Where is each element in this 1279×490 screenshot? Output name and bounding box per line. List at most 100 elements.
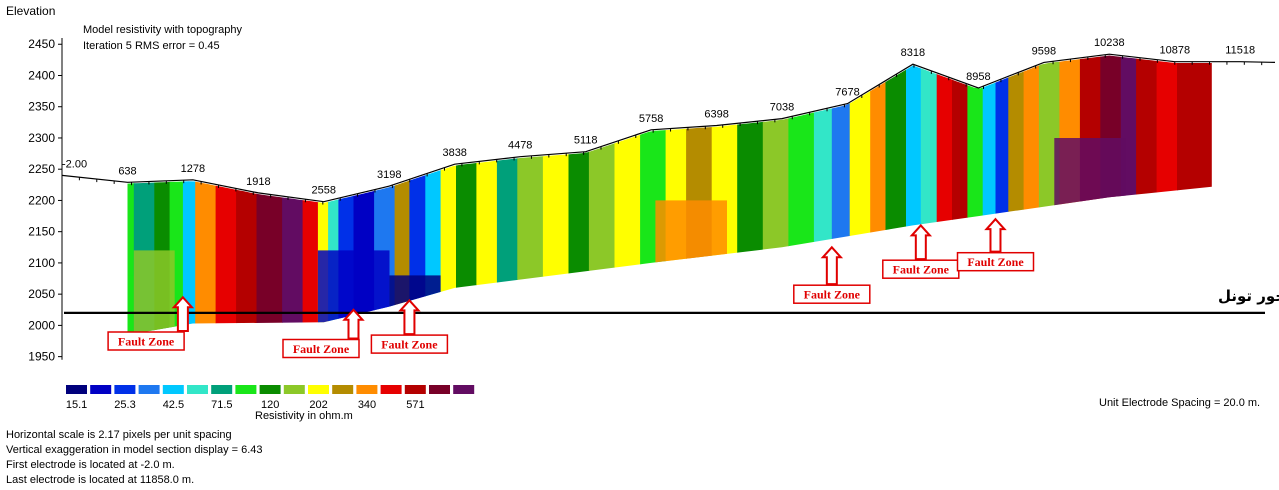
- x-top-label: 10238: [1094, 37, 1125, 49]
- section-deep-zone: [127, 275, 134, 335]
- x-top-label: 11518: [1225, 45, 1255, 57]
- section-band: [496, 55, 518, 335]
- legend-swatch: [259, 385, 281, 394]
- y-tick-label: 2050: [28, 287, 55, 301]
- tunnel-axis: محور تونل: [64, 287, 1279, 314]
- section-band: [1008, 55, 1025, 335]
- section-band: [542, 55, 570, 335]
- fault-zone-label: Fault Zone: [118, 335, 175, 349]
- legend-swatch: [114, 385, 136, 394]
- x-top-label: 3838: [442, 147, 466, 159]
- section-band: [282, 55, 304, 335]
- resistivity-model-section: [62, 38, 1212, 363]
- fault-zone-label: Fault Zone: [967, 255, 1024, 269]
- section-band: [476, 55, 498, 335]
- fault-zone-label: Fault Zone: [804, 288, 861, 302]
- section-band: [456, 55, 478, 335]
- legend-value-label: 42.5: [163, 399, 184, 411]
- legend-swatch: [187, 385, 208, 394]
- fault-zone-arrow: [398, 298, 421, 336]
- x-top-label: 5118: [574, 135, 598, 147]
- legend-value-label: 15.1: [66, 399, 87, 411]
- x-top-label: -2.00: [62, 158, 87, 170]
- fault-zone-box: [282, 338, 360, 359]
- x-top-labels: -2.00 638 1278 1918 2558 3198 3838 4478 5118 5758…: [62, 37, 1255, 197]
- legend-value-label: 25.3: [114, 399, 135, 411]
- x-top-label: 9598: [1032, 45, 1056, 57]
- section-band: [215, 55, 237, 335]
- fault-zone-annotations: Fault Zone Fault Zone Fault Zone Fault Zone…: [107, 217, 1035, 359]
- y-tick-label: 2350: [28, 100, 55, 114]
- fault-zone-label: Fault Zone: [893, 263, 950, 277]
- x-top-label: 4478: [508, 140, 532, 152]
- section-band: [374, 55, 396, 335]
- section-band: [982, 55, 997, 335]
- legend-swatch: [356, 385, 378, 394]
- x-top-label: 8318: [901, 47, 925, 59]
- section-band: [440, 55, 457, 335]
- x-top-label: 8958: [966, 71, 990, 83]
- legend-value-label: 71.5: [211, 399, 232, 411]
- section-band: [762, 55, 789, 335]
- legend-swatch: [235, 385, 257, 394]
- fault-zone-box: [107, 331, 185, 351]
- section-band: [62, 38, 88, 363]
- section-band: [995, 55, 1009, 335]
- legend-swatch: [66, 385, 87, 394]
- legend-swatch: [162, 385, 184, 394]
- fault-zone-box: [793, 284, 871, 304]
- legend-swatch: [404, 385, 426, 394]
- y-tick-label: 2150: [28, 225, 55, 239]
- y-axis-label: Elevation: [6, 4, 56, 18]
- footer-line: Vertical exaggeration in model section d…: [6, 444, 263, 456]
- fault-zone-arrow: [342, 308, 365, 340]
- fault-zone-arrow: [909, 223, 933, 261]
- x-top-label: 638: [118, 165, 136, 177]
- y-tick-label: 1950: [28, 350, 55, 364]
- section-band: [1177, 55, 1212, 335]
- legend-swatch: [332, 385, 354, 394]
- x-top-label: 2558: [312, 185, 336, 197]
- fault-zone-arrow: [984, 217, 1007, 253]
- unit-electrode-spacing: Unit Electrode Spacing = 20.0 m.: [1099, 397, 1261, 409]
- fault-zone-arrow: [171, 295, 195, 333]
- legend-value-label: 202: [309, 399, 327, 411]
- legend-swatch: [308, 385, 329, 394]
- legend-value-label: 120: [261, 399, 279, 411]
- topography-line: [61, 53, 1276, 203]
- footer-line: First electrode is located at -2.0 m.: [6, 459, 175, 471]
- y-tick-label: 2250: [28, 162, 55, 176]
- x-top-label: 1918: [246, 176, 270, 188]
- fault-zone-label: Fault Zone: [293, 342, 350, 356]
- y-axis: 2450 2400 2350 2300 2250 2200 2150 2100 2050 2000…: [28, 37, 63, 364]
- x-top-label: 5758: [639, 113, 663, 125]
- x-top-label: 6398: [704, 109, 728, 121]
- y-tick-label: 2000: [28, 318, 55, 332]
- section-band: [256, 55, 283, 335]
- legend-swatch: [138, 385, 160, 394]
- footer-info: Horizontal scale is 2.17 pixels per unit…: [6, 428, 263, 488]
- section-band: [870, 55, 887, 335]
- y-tick-label: 2300: [28, 131, 55, 145]
- legend-swatch: [283, 385, 305, 394]
- y-tick-label: 2450: [28, 37, 55, 51]
- section-band: [588, 55, 616, 335]
- color-scale-label: Resistivity in ohm.m: [255, 410, 353, 422]
- section-band: [1120, 55, 1137, 335]
- section-band: [936, 55, 953, 335]
- section-deep-zone: [133, 250, 175, 335]
- section-band: [614, 55, 641, 335]
- section-band: [952, 55, 968, 335]
- section-band: [920, 55, 938, 335]
- legend-swatch: [211, 385, 233, 394]
- section-band: [517, 55, 544, 335]
- section-band: [906, 55, 922, 335]
- section-band: [88, 38, 109, 363]
- fault-zone-label: Fault Zone: [381, 338, 438, 352]
- x-top-label: 1278: [181, 163, 205, 175]
- x-top-label: 7038: [770, 102, 794, 114]
- legend-swatch: [429, 385, 450, 394]
- tunnel-axis-label: محور تونل: [1218, 287, 1279, 305]
- chart-subtitle: Iteration 5 RMS error = 0.45: [83, 40, 220, 52]
